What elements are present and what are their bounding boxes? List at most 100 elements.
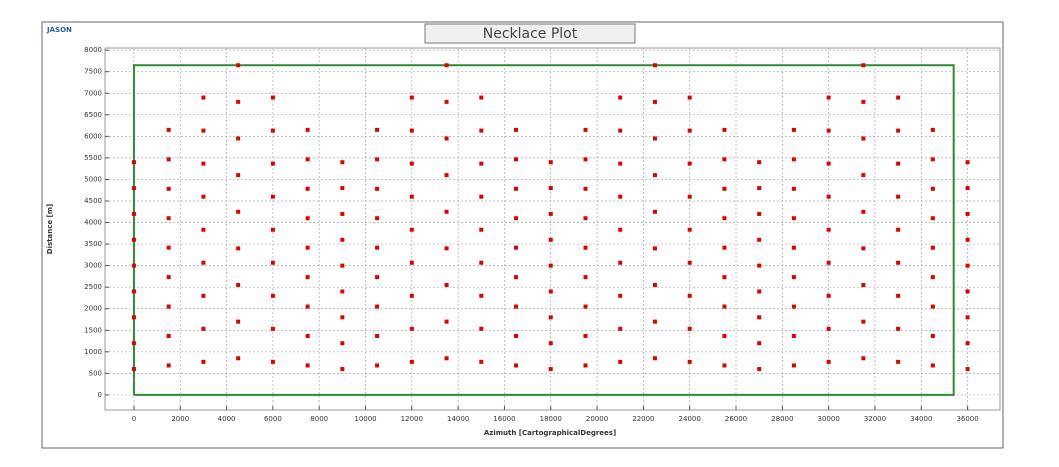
- point: [548, 315, 553, 320]
- point: [409, 95, 414, 100]
- point: [757, 315, 762, 320]
- point: [965, 186, 970, 191]
- point: [201, 194, 206, 199]
- point: [514, 363, 519, 368]
- point: [757, 367, 762, 372]
- point: [757, 186, 762, 191]
- point: [131, 211, 136, 216]
- point: [166, 275, 171, 280]
- point: [861, 99, 866, 104]
- point: [479, 194, 484, 199]
- point: [479, 260, 484, 265]
- point: [722, 127, 727, 132]
- point: [965, 160, 970, 165]
- point: [375, 363, 380, 368]
- point: [896, 326, 901, 331]
- point: [791, 186, 796, 191]
- point: [201, 227, 206, 232]
- point: [583, 157, 588, 162]
- point: [618, 95, 623, 100]
- point: [409, 128, 414, 133]
- point: [409, 161, 414, 166]
- point: [514, 157, 519, 162]
- point: [583, 334, 588, 339]
- point: [930, 216, 935, 221]
- point: [340, 289, 345, 294]
- point: [826, 194, 831, 199]
- point: [236, 283, 241, 288]
- point: [826, 95, 831, 100]
- point: [791, 245, 796, 250]
- point: [166, 127, 171, 132]
- point: [375, 304, 380, 309]
- point: [409, 326, 414, 331]
- point: [757, 237, 762, 242]
- point: [930, 304, 935, 309]
- y-tick-label: 3000: [84, 262, 102, 270]
- point: [896, 260, 901, 265]
- point: [757, 289, 762, 294]
- y-tick-label: 2500: [84, 283, 102, 291]
- point: [687, 128, 692, 133]
- y-tick-label: 0: [98, 391, 102, 399]
- point: [861, 319, 866, 324]
- point: [791, 304, 796, 309]
- point: [444, 209, 449, 214]
- point: [618, 260, 623, 265]
- point: [201, 161, 206, 166]
- point: [270, 227, 275, 232]
- point: [965, 367, 970, 372]
- point: [444, 136, 449, 141]
- point: [375, 157, 380, 162]
- point: [305, 275, 310, 280]
- point: [201, 128, 206, 133]
- point: [479, 293, 484, 298]
- point: [375, 334, 380, 339]
- point: [618, 293, 623, 298]
- x-tick-label: 26000: [725, 415, 747, 423]
- point: [305, 186, 310, 191]
- point: [548, 367, 553, 372]
- point: [236, 209, 241, 214]
- point: [479, 95, 484, 100]
- plot-area: [104, 47, 1001, 411]
- point: [965, 341, 970, 346]
- point: [861, 283, 866, 288]
- point: [514, 245, 519, 250]
- point: [896, 161, 901, 166]
- point: [340, 211, 345, 216]
- point: [166, 216, 171, 221]
- point: [548, 211, 553, 216]
- point: [687, 293, 692, 298]
- point: [826, 227, 831, 232]
- point: [930, 334, 935, 339]
- point: [166, 304, 171, 309]
- y-tick-label: 7000: [84, 89, 102, 97]
- point: [305, 127, 310, 132]
- point: [444, 356, 449, 361]
- point: [375, 186, 380, 191]
- x-tick-label: 2000: [171, 415, 189, 423]
- point: [861, 136, 866, 141]
- point: [618, 359, 623, 364]
- point: [652, 319, 657, 324]
- point: [409, 227, 414, 232]
- point: [375, 216, 380, 221]
- point: [340, 341, 345, 346]
- x-tick-label: 28000: [771, 415, 793, 423]
- point: [652, 356, 657, 361]
- point: [270, 128, 275, 133]
- point: [930, 186, 935, 191]
- x-axis-label: Azimuth [CartographicalDegrees]: [484, 429, 616, 437]
- point: [514, 216, 519, 221]
- point: [757, 341, 762, 346]
- point: [548, 289, 553, 294]
- point: [375, 127, 380, 132]
- x-tick-label: 22000: [632, 415, 654, 423]
- x-tick-label: 0: [132, 415, 136, 423]
- point: [305, 216, 310, 221]
- point: [861, 246, 866, 251]
- point: [930, 245, 935, 250]
- y-tick-label: 4500: [84, 197, 102, 205]
